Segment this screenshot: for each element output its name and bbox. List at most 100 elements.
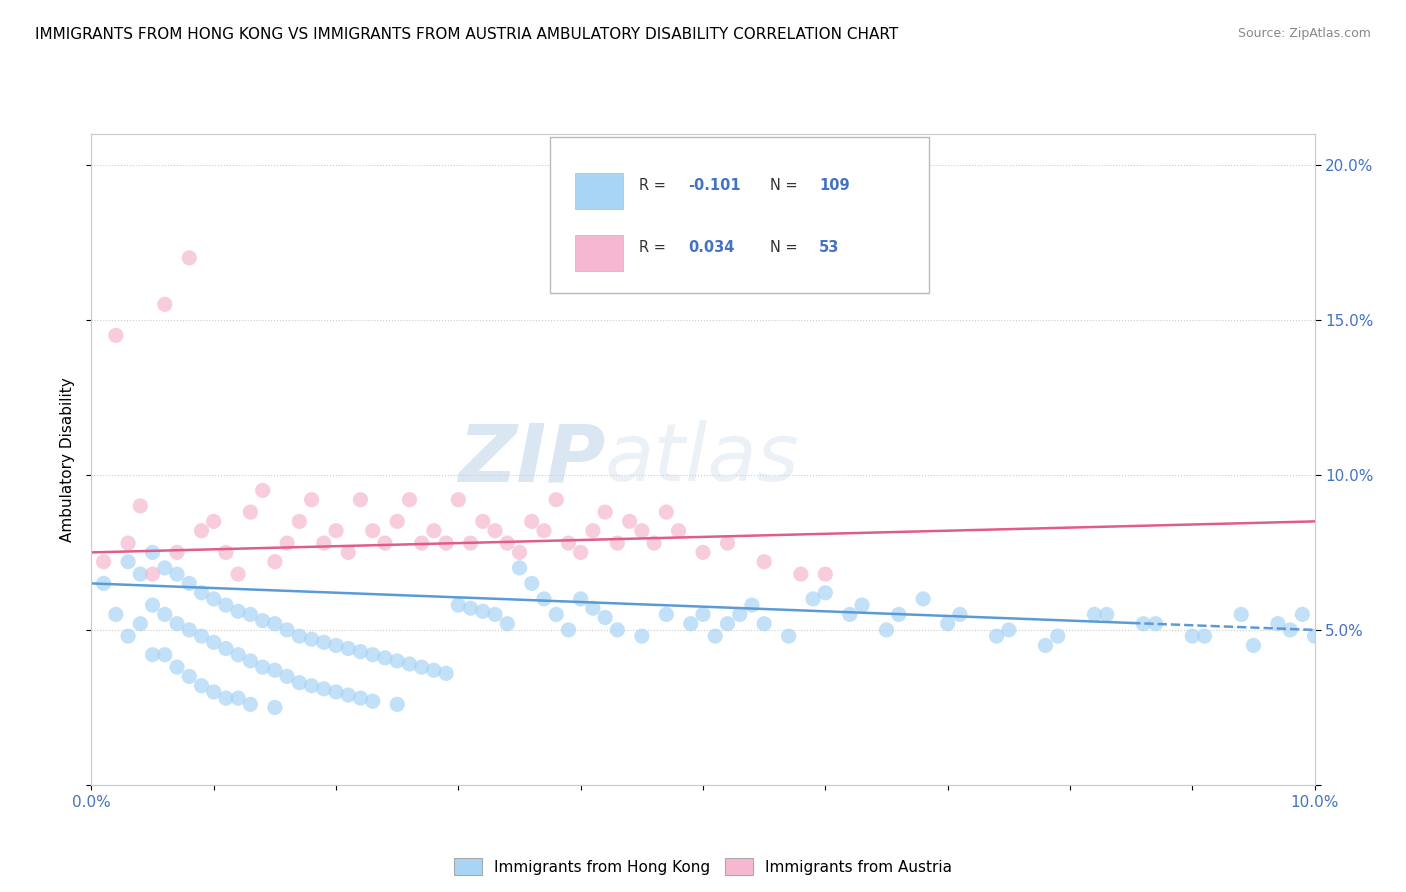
- Point: [252, 483, 274, 498]
- Point: [166, 660, 188, 674]
- Point: [190, 629, 212, 643]
- Point: [153, 648, 176, 662]
- Point: [434, 536, 457, 550]
- Point: [790, 567, 813, 582]
- Point: [533, 524, 555, 538]
- Point: [1243, 639, 1265, 653]
- Text: atlas: atlas: [605, 420, 800, 499]
- Point: [754, 616, 776, 631]
- Point: [1230, 607, 1253, 622]
- Point: [385, 698, 409, 712]
- Point: [252, 660, 274, 674]
- Point: [936, 616, 959, 631]
- Point: [117, 536, 139, 550]
- Point: [226, 691, 249, 706]
- Point: [692, 545, 714, 559]
- Point: [179, 669, 201, 683]
- Point: [179, 576, 201, 591]
- Point: [1267, 616, 1289, 631]
- Point: [434, 666, 457, 681]
- Bar: [575, 235, 623, 270]
- Point: [582, 524, 605, 538]
- FancyBboxPatch shape: [550, 137, 929, 293]
- Point: [619, 515, 641, 529]
- Point: [312, 536, 335, 550]
- Point: [215, 598, 238, 612]
- Text: 53: 53: [820, 240, 839, 255]
- Text: ZIP: ZIP: [458, 420, 605, 499]
- Point: [998, 623, 1021, 637]
- Point: [838, 607, 860, 622]
- Point: [226, 567, 249, 582]
- Point: [704, 629, 727, 643]
- Point: [141, 567, 163, 582]
- Point: [288, 515, 311, 529]
- Point: [509, 545, 531, 559]
- Point: [325, 639, 347, 653]
- Point: [1291, 607, 1313, 622]
- Point: [385, 515, 409, 529]
- Point: [655, 607, 678, 622]
- Text: Source: ZipAtlas.com: Source: ZipAtlas.com: [1237, 27, 1371, 40]
- Point: [325, 685, 347, 699]
- Point: [301, 632, 323, 647]
- Point: [423, 663, 446, 677]
- Point: [104, 328, 127, 343]
- Point: [447, 492, 470, 507]
- Point: [668, 524, 690, 538]
- Point: [325, 524, 347, 538]
- Point: [104, 607, 127, 622]
- Point: [778, 629, 800, 643]
- Point: [312, 635, 335, 649]
- Point: [93, 555, 115, 569]
- Point: [593, 610, 616, 624]
- Point: [226, 648, 249, 662]
- Point: [117, 555, 139, 569]
- Point: [93, 576, 115, 591]
- Point: [385, 654, 409, 668]
- Point: [349, 645, 371, 659]
- Point: [239, 505, 262, 519]
- Point: [631, 629, 654, 643]
- Point: [460, 601, 482, 615]
- Point: [202, 685, 225, 699]
- Point: [851, 598, 873, 612]
- Point: [460, 536, 482, 550]
- Point: [264, 663, 287, 677]
- Text: N =: N =: [770, 240, 797, 255]
- Point: [361, 648, 384, 662]
- Point: [557, 623, 579, 637]
- Point: [153, 297, 176, 311]
- Point: [202, 635, 225, 649]
- Point: [117, 629, 139, 643]
- Point: [141, 648, 163, 662]
- Text: N =: N =: [770, 178, 797, 194]
- Point: [190, 585, 212, 599]
- Point: [239, 698, 262, 712]
- Point: [887, 607, 910, 622]
- Point: [288, 675, 311, 690]
- Point: [301, 492, 323, 507]
- Point: [875, 623, 898, 637]
- Point: [471, 515, 494, 529]
- Point: [411, 536, 433, 550]
- Point: [398, 492, 420, 507]
- Point: [546, 607, 568, 622]
- Point: [692, 607, 714, 622]
- Point: [631, 524, 654, 538]
- Point: [557, 536, 579, 550]
- Point: [1083, 607, 1105, 622]
- Point: [447, 598, 470, 612]
- Point: [754, 555, 776, 569]
- Point: [129, 567, 152, 582]
- Point: [190, 679, 212, 693]
- Point: [312, 681, 335, 696]
- Point: [582, 601, 605, 615]
- Point: [337, 545, 360, 559]
- Point: [655, 505, 678, 519]
- Point: [141, 545, 163, 559]
- Point: [801, 591, 824, 606]
- Point: [1095, 607, 1118, 622]
- Point: [471, 604, 494, 618]
- Text: -0.101: -0.101: [689, 178, 741, 194]
